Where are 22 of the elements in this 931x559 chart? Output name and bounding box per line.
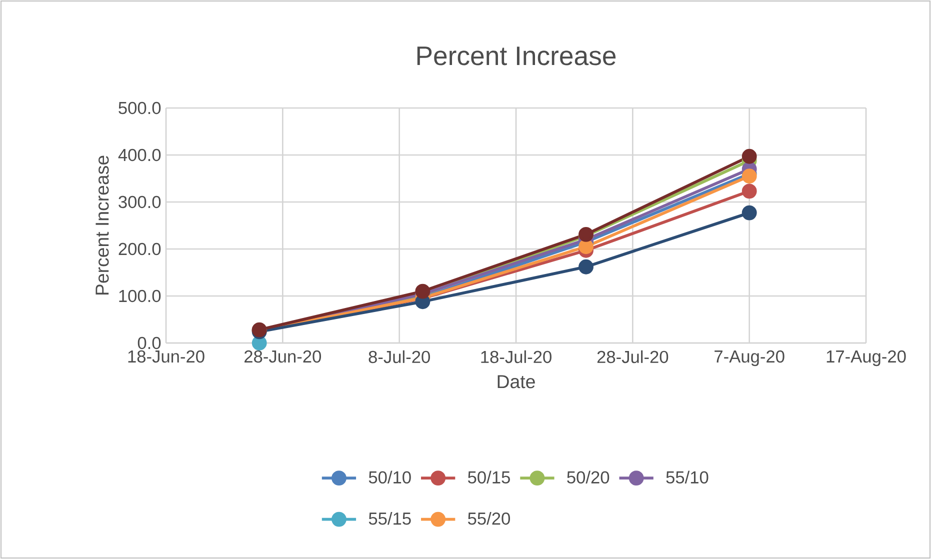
x-tick-label: 7-Aug-20	[714, 350, 784, 366]
x-tick-label: 8-Jul-20	[368, 350, 430, 364]
y-axis-title: Percent Increase	[96, 156, 109, 295]
x-tick-label: 17-Aug-20	[826, 350, 906, 366]
x-tick-label: 18-Jul-20	[481, 350, 552, 364]
chart-title: Percent Increase	[417, 46, 616, 66]
y-tick-label: 400.0	[118, 148, 161, 162]
legend-label: 55/20	[468, 512, 510, 525]
y-tick-label: 200.0	[118, 242, 161, 256]
y-tick-label: 300.0	[118, 196, 161, 208]
legend-label: 50/15	[468, 470, 510, 484]
x-tick-label: 18-Jun-20	[128, 350, 204, 363]
legend-label: 55/10	[666, 470, 708, 484]
x-tick-label: 28-Jul-20	[597, 350, 668, 364]
legend-label: 50/10	[368, 470, 411, 484]
y-tick-label: 0.0	[138, 336, 161, 350]
legend-label: 50/20	[567, 470, 610, 484]
x-tick-label: 28-Jun-20	[244, 350, 322, 363]
x-axis-title: Date	[498, 375, 535, 388]
y-tick-label: 500.0	[118, 102, 161, 114]
y-tick-label: 100.0	[119, 290, 161, 302]
legend-label: 55/15	[368, 512, 411, 525]
